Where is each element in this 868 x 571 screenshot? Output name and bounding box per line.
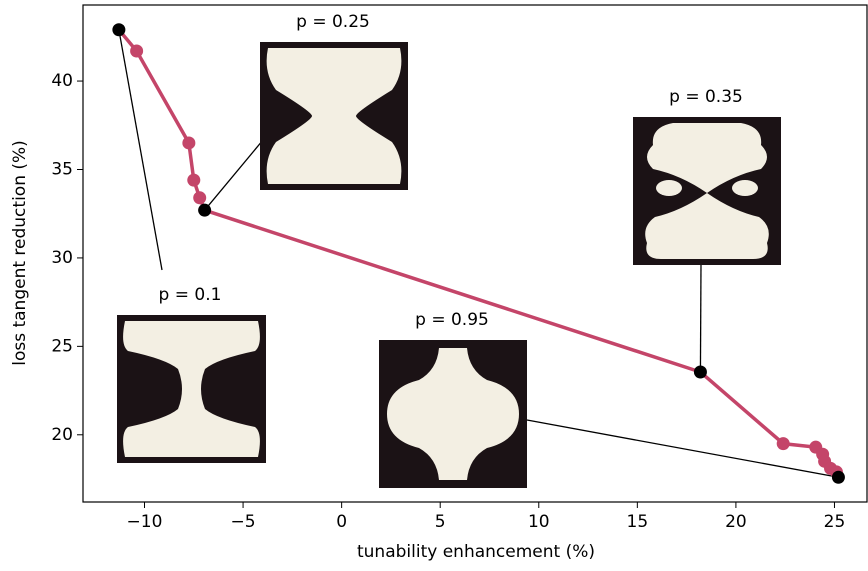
y-tick-label: 30 (51, 248, 73, 268)
x-tick-label: −5 (231, 512, 256, 532)
point (182, 136, 195, 149)
annotation-connector (205, 140, 263, 210)
point (198, 204, 211, 217)
inset-image (260, 42, 408, 190)
inset-image (379, 340, 527, 488)
point (187, 174, 200, 187)
annotation-label: p = 0.35 (669, 87, 743, 107)
y-tick-label: 20 (51, 425, 73, 445)
y-axis-label: loss tangent reduction (%) (10, 140, 30, 366)
x-tick-label: 15 (627, 512, 649, 532)
point (193, 191, 206, 204)
chart: tunability enhancement (%) loss tangent … (0, 0, 868, 567)
x-tick-label: −10 (127, 512, 163, 532)
x-tick-label: 5 (435, 512, 446, 532)
annotation-label: p = 0.25 (296, 12, 370, 32)
x-tick-label: 20 (725, 512, 747, 532)
x-tick-label: 10 (528, 512, 550, 532)
point (112, 23, 125, 36)
point (130, 44, 143, 57)
point (694, 366, 707, 379)
inset-image (633, 117, 781, 265)
x-tick-label: 0 (336, 512, 347, 532)
annotation-label: p = 0.1 (159, 285, 222, 305)
point (832, 471, 845, 484)
point (777, 437, 790, 450)
inset-image (117, 315, 266, 463)
y-tick-label: 25 (51, 336, 73, 356)
annotation-label: p = 0.95 (415, 310, 489, 330)
y-tick-label: 40 (51, 71, 73, 91)
x-axis-label: tunability enhancement (%) (357, 542, 595, 562)
annotation-connector (527, 420, 838, 477)
x-tick-label: 25 (824, 512, 846, 532)
annotation-connector (700, 264, 701, 372)
annotation-connector (119, 30, 162, 270)
y-tick-label: 35 (51, 159, 73, 179)
